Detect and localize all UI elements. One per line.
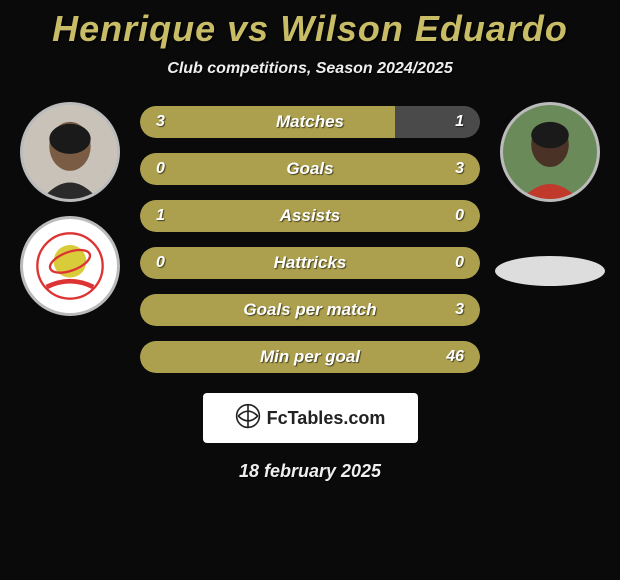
left-player-column [10,102,130,316]
infographic-container: Henrique vs Wilson Eduardo Club competit… [0,0,620,580]
stat-right-value: 1 [455,113,464,131]
stat-left-value: 0 [156,160,165,178]
subtitle: Club competitions, Season 2024/2025 [0,60,620,78]
stat-right-value: 0 [455,254,464,272]
right-player-avatar [500,102,600,202]
brand-badge: FcTables.com [203,393,418,443]
right-player-column [490,102,610,286]
left-club-badge [20,216,120,316]
stat-right-value: 0 [455,207,464,225]
stat-row: 3 Matches 1 [140,106,480,138]
stat-right-value: 3 [455,160,464,178]
fctables-logo-icon [235,403,261,434]
stat-row: 0 Hattricks 0 [140,247,480,279]
stat-row: Min per goal 46 [140,341,480,373]
stat-label: Min per goal [260,347,360,367]
stat-row: Goals per match 3 [140,294,480,326]
stat-left-value: 3 [156,113,165,131]
stat-right-value: 46 [446,348,464,366]
stat-bars: 3 Matches 1 0 Goals 3 1 Assists 0 0 Hattricks 0 Goal… [140,102,480,373]
stat-label: Goals per match [243,300,376,320]
stat-left-value: 0 [156,254,165,272]
stat-label: Assists [280,206,340,226]
left-player-avatar [20,102,120,202]
stat-row: 0 Goals 3 [140,153,480,185]
stat-label: Hattricks [274,253,347,273]
stat-row: 1 Assists 0 [140,200,480,232]
right-club-badge-placeholder [495,256,605,286]
comparison-content: 3 Matches 1 0 Goals 3 1 Assists 0 0 Hattricks 0 Goal… [0,102,620,373]
stat-label: Matches [276,112,344,132]
stat-label: Goals [286,159,333,179]
page-title: Henrique vs Wilson Eduardo [0,8,620,50]
infographic-date: 18 february 2025 [0,461,620,482]
brand-label: FcTables.com [267,408,386,429]
stat-left-value: 1 [156,207,165,225]
stat-right-value: 3 [455,301,464,319]
